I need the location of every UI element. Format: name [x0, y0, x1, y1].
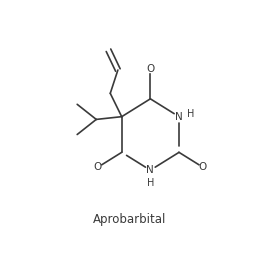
Text: O: O [199, 162, 207, 172]
Text: O: O [146, 64, 154, 74]
Text: Aprobarbital: Aprobarbital [93, 213, 167, 226]
Text: H: H [147, 178, 154, 188]
Text: O: O [94, 162, 102, 172]
Text: N: N [175, 112, 183, 122]
Text: N: N [146, 165, 154, 175]
Text: H: H [187, 109, 194, 119]
